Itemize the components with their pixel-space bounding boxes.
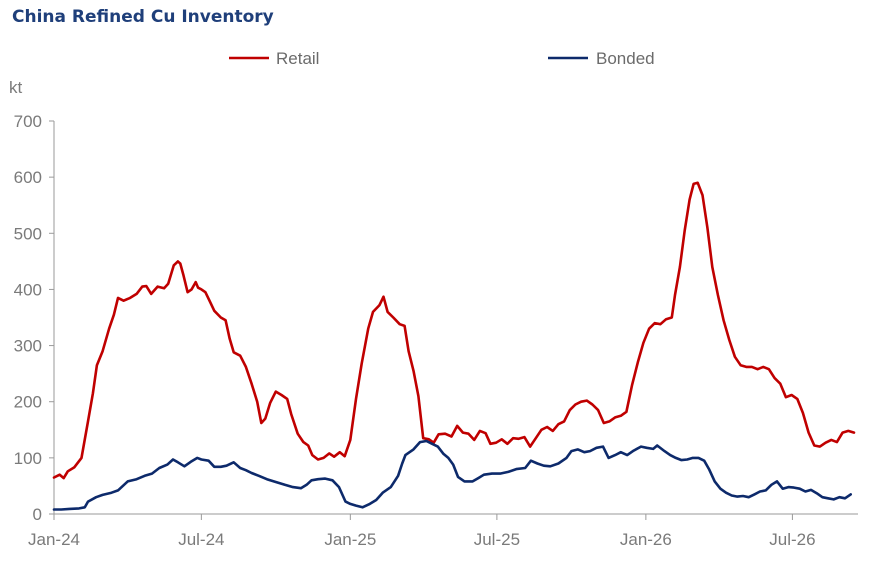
y-tick-label: 100 [14, 449, 42, 468]
series-line-bonded [52, 439, 853, 511]
x-tick-label: Jan-26 [620, 530, 672, 549]
x-tick-label: Jul-25 [474, 530, 520, 549]
y-tick-label: 500 [14, 224, 42, 243]
x-tick-label: Jul-26 [769, 530, 815, 549]
axes: 0 100 200 300 400 500 600 700 Jan-24 Jul-24 Jan-25… [14, 112, 858, 549]
y-tick-label: 400 [14, 280, 42, 299]
series-line-retail [52, 181, 856, 480]
y-tick-label: 300 [14, 337, 42, 356]
x-tick-label: Jul-24 [178, 530, 224, 549]
y-tick-label: 0 [33, 505, 42, 524]
legend-label-retail: Retail [276, 49, 319, 68]
x-tick-label: Jan-24 [28, 530, 80, 549]
legend-label-bonded: Bonded [596, 49, 655, 68]
y-axis-label: kt [9, 78, 23, 97]
y-tick-label: 200 [14, 393, 42, 412]
series-group [52, 181, 856, 511]
y-tick-label: 700 [14, 112, 42, 131]
legend: Retail Bonded [229, 49, 655, 68]
x-tick-label: Jan-25 [324, 530, 376, 549]
chart-title: China Refined Cu Inventory [12, 7, 274, 27]
y-tick-label: 600 [14, 168, 42, 187]
